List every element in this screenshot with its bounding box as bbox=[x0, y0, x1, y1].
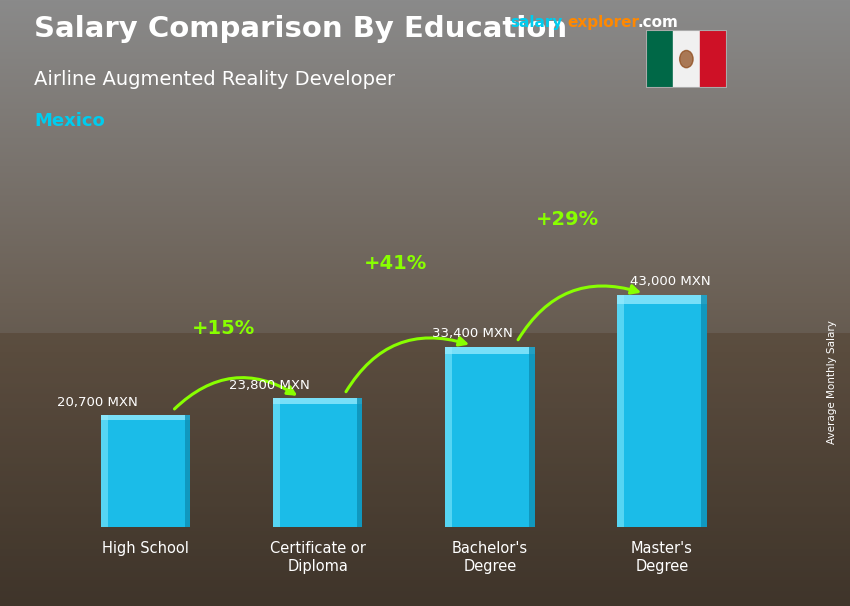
Bar bbox=[273, 399, 362, 404]
Bar bbox=[646, 30, 673, 88]
Bar bbox=[357, 399, 362, 527]
Text: 33,400 MXN: 33,400 MXN bbox=[432, 327, 513, 340]
Text: Average Monthly Salary: Average Monthly Salary bbox=[827, 320, 837, 444]
FancyBboxPatch shape bbox=[445, 347, 452, 527]
Text: 23,800 MXN: 23,800 MXN bbox=[230, 379, 310, 392]
FancyArrowPatch shape bbox=[346, 338, 466, 391]
Bar bbox=[273, 399, 362, 527]
FancyArrowPatch shape bbox=[518, 285, 638, 340]
FancyArrowPatch shape bbox=[174, 378, 295, 409]
Text: 20,700 MXN: 20,700 MXN bbox=[57, 396, 138, 408]
Text: Mexico: Mexico bbox=[34, 112, 105, 130]
Text: 43,000 MXN: 43,000 MXN bbox=[630, 275, 711, 288]
Bar bbox=[0, 333, 850, 606]
Text: explorer: explorer bbox=[568, 15, 640, 30]
Bar bbox=[445, 347, 535, 527]
Text: +15%: +15% bbox=[191, 319, 255, 338]
Text: +41%: +41% bbox=[364, 254, 427, 273]
Bar bbox=[530, 347, 535, 527]
Text: Airline Augmented Reality Developer: Airline Augmented Reality Developer bbox=[34, 70, 395, 88]
Bar bbox=[617, 295, 706, 527]
FancyBboxPatch shape bbox=[101, 415, 108, 527]
Text: .com: .com bbox=[638, 15, 678, 30]
Text: +29%: +29% bbox=[536, 210, 598, 229]
Bar bbox=[101, 415, 190, 527]
Ellipse shape bbox=[680, 50, 693, 68]
FancyBboxPatch shape bbox=[273, 399, 281, 527]
Bar bbox=[445, 347, 535, 354]
Bar bbox=[701, 295, 706, 527]
Bar bbox=[673, 30, 700, 88]
Text: salary: salary bbox=[510, 15, 563, 30]
Bar bbox=[185, 415, 190, 527]
Text: Salary Comparison By Education: Salary Comparison By Education bbox=[34, 15, 567, 43]
Bar bbox=[700, 30, 727, 88]
Bar bbox=[101, 415, 190, 420]
Bar bbox=[617, 295, 706, 304]
FancyBboxPatch shape bbox=[617, 295, 624, 527]
